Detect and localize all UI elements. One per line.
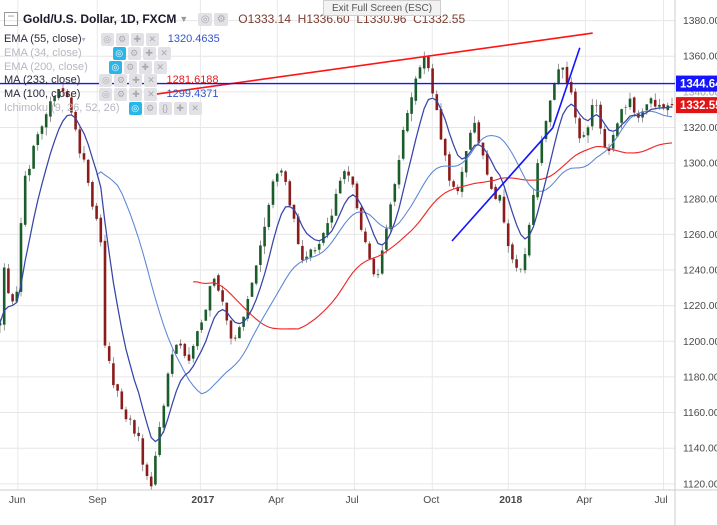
svg-text:Jun: Jun: [9, 495, 26, 506]
svg-text:1180.00: 1180.00: [683, 372, 717, 383]
svg-text:Oct: Oct: [423, 495, 439, 506]
svg-text:Apr: Apr: [576, 495, 593, 506]
svg-text:1332.55: 1332.55: [680, 100, 717, 112]
svg-text:Apr: Apr: [268, 495, 285, 506]
svg-text:2018: 2018: [499, 495, 522, 506]
svg-text:1220.00: 1220.00: [683, 301, 717, 312]
svg-text:1140.00: 1140.00: [683, 444, 717, 455]
svg-text:2017: 2017: [191, 495, 214, 506]
svg-text:1160.00: 1160.00: [683, 408, 717, 419]
svg-text:Jul: Jul: [346, 495, 359, 506]
svg-text:Jul: Jul: [655, 495, 668, 506]
svg-text:1380.00: 1380.00: [683, 16, 717, 27]
svg-text:1360.00: 1360.00: [683, 52, 717, 63]
svg-text:Sep: Sep: [88, 495, 107, 506]
svg-text:1344.64: 1344.64: [680, 79, 717, 91]
svg-text:1320.00: 1320.00: [683, 123, 717, 134]
svg-text:1200.00: 1200.00: [683, 337, 717, 348]
svg-text:1300.00: 1300.00: [683, 159, 717, 170]
svg-text:1240.00: 1240.00: [683, 266, 717, 277]
svg-text:1120.00: 1120.00: [683, 479, 717, 490]
svg-text:1260.00: 1260.00: [683, 230, 717, 241]
svg-text:1280.00: 1280.00: [683, 194, 717, 205]
